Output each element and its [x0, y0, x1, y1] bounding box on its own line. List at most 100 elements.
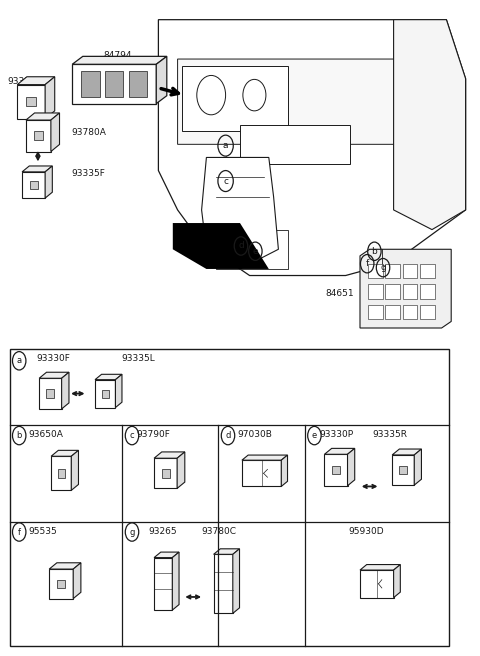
FancyBboxPatch shape	[403, 305, 417, 319]
Text: 97030B: 97030B	[238, 430, 273, 440]
Polygon shape	[45, 77, 55, 119]
Text: c: c	[223, 176, 228, 186]
Polygon shape	[182, 66, 288, 131]
Text: a: a	[17, 356, 22, 365]
Text: g: g	[129, 527, 135, 537]
Polygon shape	[154, 458, 177, 488]
FancyBboxPatch shape	[30, 181, 37, 189]
Polygon shape	[394, 565, 400, 598]
FancyBboxPatch shape	[102, 390, 109, 398]
Polygon shape	[348, 449, 355, 485]
Polygon shape	[45, 166, 52, 198]
Text: f: f	[18, 527, 21, 537]
Polygon shape	[72, 64, 156, 104]
Polygon shape	[214, 554, 233, 613]
Polygon shape	[178, 59, 437, 144]
Polygon shape	[360, 249, 451, 328]
FancyBboxPatch shape	[34, 131, 43, 140]
Polygon shape	[202, 157, 278, 269]
Polygon shape	[115, 375, 122, 407]
Text: 93780A: 93780A	[71, 128, 106, 137]
FancyBboxPatch shape	[385, 305, 400, 319]
Text: 93335R: 93335R	[372, 430, 407, 440]
Text: e: e	[252, 247, 258, 256]
FancyBboxPatch shape	[368, 284, 383, 298]
Polygon shape	[394, 20, 466, 230]
Polygon shape	[154, 558, 172, 610]
Polygon shape	[73, 563, 81, 598]
Text: 93790F: 93790F	[137, 430, 171, 440]
FancyBboxPatch shape	[403, 284, 417, 298]
Polygon shape	[17, 77, 55, 85]
Text: f: f	[366, 259, 369, 268]
FancyBboxPatch shape	[332, 466, 340, 474]
Polygon shape	[22, 172, 45, 198]
Text: d: d	[225, 431, 231, 440]
Text: d: d	[238, 241, 244, 251]
Polygon shape	[49, 569, 73, 598]
Polygon shape	[233, 549, 240, 613]
Polygon shape	[324, 449, 355, 454]
FancyBboxPatch shape	[57, 580, 65, 588]
FancyBboxPatch shape	[385, 284, 400, 298]
Text: 93650A: 93650A	[29, 430, 64, 440]
Polygon shape	[39, 372, 69, 379]
Text: 95535: 95535	[29, 527, 58, 536]
Text: 84794: 84794	[103, 51, 132, 60]
Polygon shape	[392, 449, 421, 455]
FancyBboxPatch shape	[420, 305, 434, 319]
Polygon shape	[156, 56, 167, 104]
Polygon shape	[214, 549, 240, 554]
Text: 93330P: 93330P	[319, 430, 353, 440]
FancyBboxPatch shape	[26, 97, 36, 106]
FancyBboxPatch shape	[58, 468, 65, 478]
Polygon shape	[242, 461, 281, 487]
Polygon shape	[61, 372, 69, 409]
Polygon shape	[154, 552, 179, 558]
FancyBboxPatch shape	[403, 264, 417, 278]
Polygon shape	[51, 113, 60, 152]
Polygon shape	[39, 379, 61, 409]
FancyBboxPatch shape	[385, 264, 400, 278]
Polygon shape	[51, 457, 71, 491]
FancyBboxPatch shape	[399, 466, 407, 474]
Text: 93335L: 93335L	[121, 354, 155, 363]
Text: 95930D: 95930D	[348, 527, 384, 536]
Text: e: e	[312, 431, 317, 440]
FancyBboxPatch shape	[105, 71, 123, 96]
Polygon shape	[392, 455, 414, 485]
Text: 93335F: 93335F	[71, 169, 105, 178]
Polygon shape	[172, 552, 179, 610]
Polygon shape	[173, 223, 269, 269]
FancyBboxPatch shape	[368, 305, 383, 319]
Text: 93780C: 93780C	[202, 527, 237, 536]
Polygon shape	[49, 563, 81, 569]
Text: a: a	[223, 141, 228, 150]
FancyBboxPatch shape	[420, 284, 434, 298]
FancyBboxPatch shape	[368, 264, 383, 278]
Polygon shape	[71, 450, 78, 491]
Text: g: g	[380, 263, 386, 272]
Polygon shape	[242, 455, 288, 461]
Polygon shape	[216, 230, 288, 269]
Polygon shape	[240, 125, 350, 164]
Polygon shape	[72, 56, 167, 64]
Polygon shape	[22, 166, 52, 172]
Text: c: c	[130, 431, 134, 440]
Polygon shape	[324, 454, 348, 485]
Polygon shape	[26, 113, 60, 120]
Polygon shape	[26, 120, 51, 152]
FancyBboxPatch shape	[82, 71, 100, 96]
Text: b: b	[372, 247, 377, 256]
FancyBboxPatch shape	[162, 469, 169, 478]
Polygon shape	[414, 449, 421, 485]
Text: 84651: 84651	[325, 289, 354, 298]
Polygon shape	[177, 452, 185, 488]
Text: 93330A: 93330A	[7, 77, 42, 87]
Polygon shape	[17, 85, 45, 119]
Text: 93330F: 93330F	[36, 354, 70, 363]
Polygon shape	[360, 565, 400, 570]
Polygon shape	[95, 375, 122, 380]
Polygon shape	[154, 452, 185, 458]
Polygon shape	[95, 380, 115, 407]
